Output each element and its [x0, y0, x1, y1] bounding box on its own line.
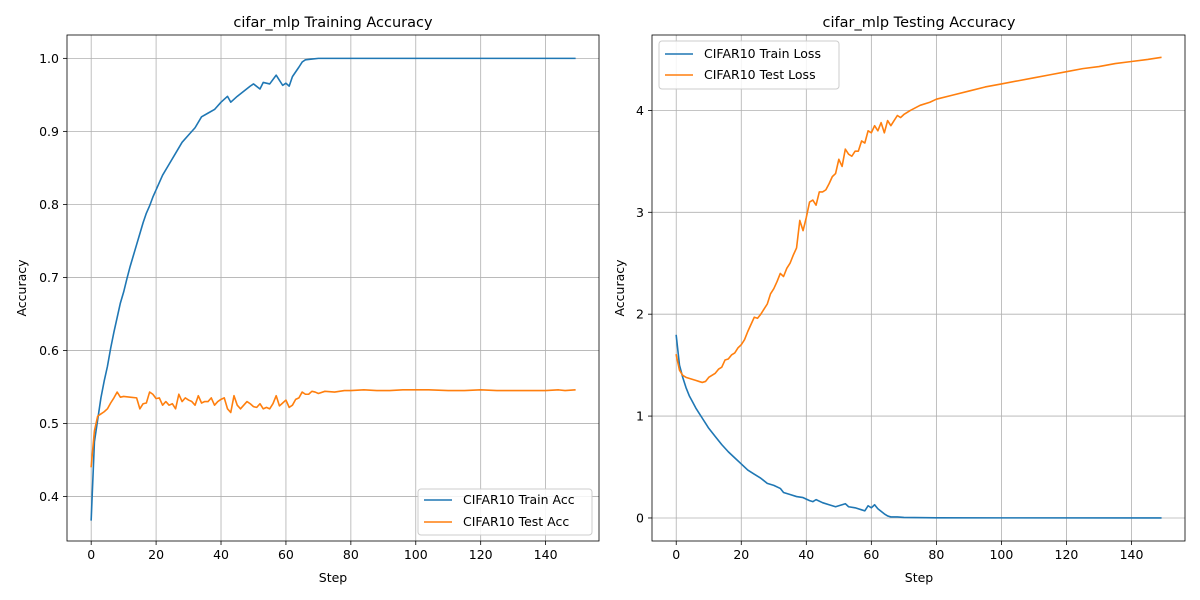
x-tick-label: 40	[798, 547, 814, 562]
grid	[652, 35, 1185, 541]
y-axis-ticks: 0 1 2 3 4	[636, 103, 652, 525]
chart-title: cifar_mlp Training Accuracy	[233, 15, 433, 31]
y-tick-label: 4	[636, 103, 644, 118]
x-tick-label: 60	[278, 547, 294, 562]
plot-area-frame	[651, 34, 1186, 542]
x-tick-label: 20	[148, 547, 164, 562]
grid	[67, 35, 599, 541]
series-lines	[90, 57, 576, 521]
x-tick-label: 100	[989, 547, 1013, 562]
x-tick-label: 140	[534, 547, 558, 562]
x-tick-label: 80	[343, 547, 359, 562]
y-tick-label: 0.6	[39, 343, 59, 358]
x-tick-label: 120	[1055, 547, 1079, 562]
x-tick-label: 60	[863, 547, 879, 562]
y-tick-label: 1.0	[39, 51, 59, 66]
y-tick-label: 0.5	[39, 416, 59, 431]
y-tick-label: 0.7	[39, 270, 59, 285]
x-tick-label: 40	[213, 547, 229, 562]
x-axis-label: Step	[905, 570, 934, 585]
x-axis-label: Step	[319, 570, 348, 585]
y-tick-label: 0	[636, 510, 644, 525]
y-axis-label: Accuracy	[14, 259, 29, 317]
x-tick-label: 100	[404, 547, 428, 562]
y-axis-label: Accuracy	[612, 259, 627, 317]
y-tick-label: 2	[636, 307, 644, 322]
legend-box	[417, 488, 593, 536]
legend-label-train-acc: CIFAR10 Train Acc	[463, 492, 575, 507]
legend-label-test-acc: CIFAR10 Test Acc	[463, 514, 569, 529]
x-tick-label: 120	[469, 547, 493, 562]
series-line-cifar10-train-loss	[675, 334, 1162, 519]
legend-label-test-loss: CIFAR10 Test Loss	[704, 67, 816, 82]
legend: CIFAR10 Train Loss CIFAR10 Test Loss	[658, 40, 840, 90]
series-lines	[675, 56, 1162, 519]
series-line-cifar10-test-acc	[90, 389, 576, 468]
series-line-cifar10-train-acc	[90, 57, 576, 521]
x-tick-label: 0	[87, 547, 95, 562]
x-axis-ticks: 0 20 40 60 80 100 120 140	[87, 541, 558, 562]
y-tick-label: 0.9	[39, 124, 59, 139]
y-tick-label: 1	[636, 409, 644, 424]
x-tick-label: 80	[928, 547, 944, 562]
y-tick-label: 0.4	[39, 489, 59, 504]
y-tick-label: 0.8	[39, 197, 59, 212]
y-tick-label: 3	[636, 205, 644, 220]
chart-title: cifar_mlp Testing Accuracy	[823, 15, 1016, 31]
series-line-cifar10-test-loss	[675, 56, 1162, 384]
legend-box	[658, 40, 840, 90]
legend: CIFAR10 Train Acc CIFAR10 Test Acc	[417, 488, 593, 536]
x-tick-label: 0	[672, 547, 680, 562]
x-axis-ticks: 0 20 40 60 80 100 120 140	[672, 541, 1143, 562]
y-axis-ticks: 0.4 0.5 0.6 0.7 0.8 0.9 1.0	[39, 51, 67, 504]
plot-area-frame	[66, 34, 600, 542]
legend-label-train-loss: CIFAR10 Train Loss	[704, 46, 821, 61]
testing-accuracy-chart: cifar_mlp Testing Accuracy 0 20 40 60 80 100 1…	[612, 15, 1186, 585]
x-tick-label: 20	[733, 547, 749, 562]
x-tick-label: 140	[1120, 547, 1144, 562]
training-accuracy-chart: cifar_mlp Training Accuracy 0 20 40 60 80 100…	[14, 15, 600, 585]
